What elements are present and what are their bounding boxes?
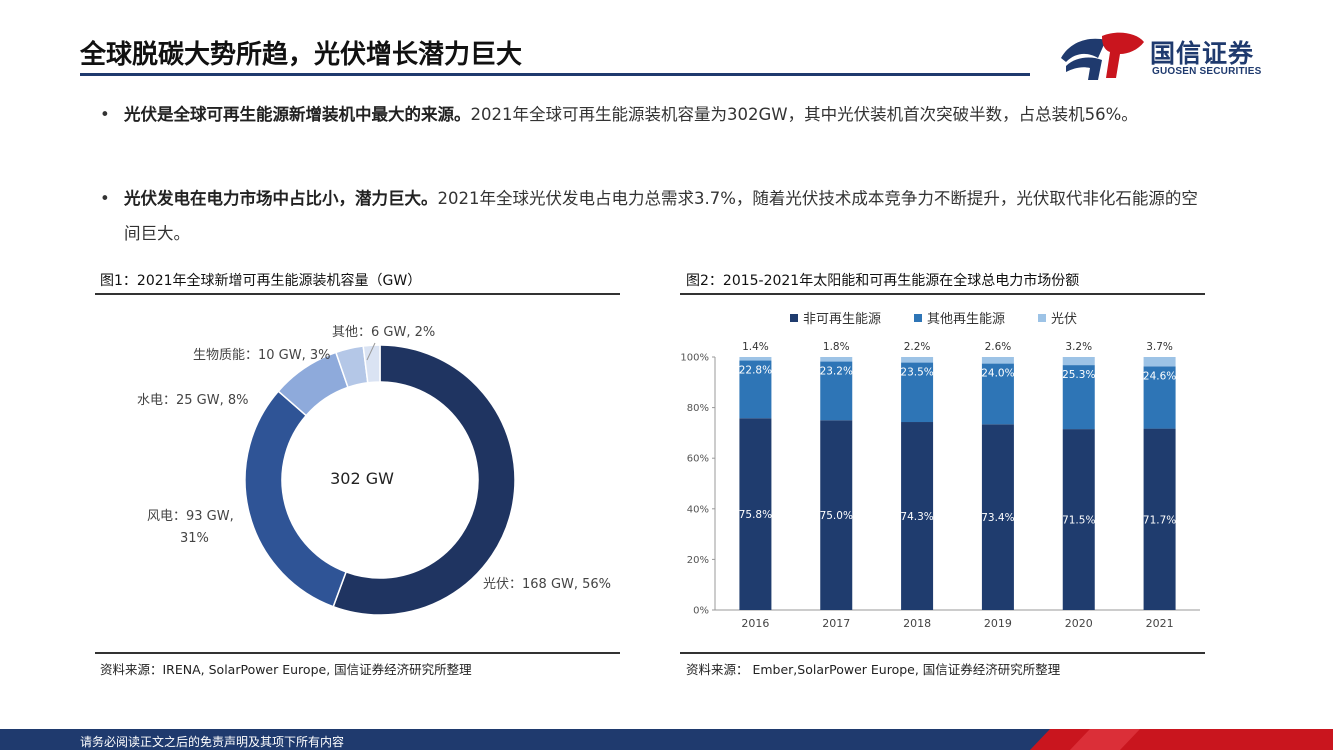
- donut-slice-0: [332, 344, 516, 616]
- bullet-1-headline: 光伏是全球可再生能源新增装机中最大的来源。: [124, 105, 471, 124]
- bullet-1-body: 2021年全球可再生能源装机容量为302GW，其中光伏装机首次突破半数，占总装机…: [470, 105, 1138, 124]
- figure1-title: 图1：2021年全球新增可再生能源装机容量（GW）: [100, 273, 422, 289]
- figure1-source: 资料来源：IRENA, SolarPower Europe, 国信证券经济研究所…: [100, 662, 472, 677]
- donut-slice-1: [244, 390, 348, 608]
- bar-2017-0: [820, 420, 853, 610]
- figure2-bottom-rule: [680, 652, 1205, 654]
- x-tick-label-2016: 2016: [741, 617, 769, 630]
- footer-bar: [0, 729, 1333, 750]
- donut-label-1: 风电：93 GW,: [147, 509, 234, 524]
- page-title: 全球脱碳大势所趋，光伏增长潜力巨大: [80, 40, 523, 70]
- bar-2018-1: [901, 362, 934, 423]
- x-tick-label-2018: 2018: [903, 617, 931, 630]
- bar-2021-0: [1143, 428, 1176, 610]
- bar-value-label-2018-2: 2.2%: [904, 341, 931, 353]
- bar-value-label-2016-1: 22.8%: [739, 365, 772, 377]
- x-tick-label-2017: 2017: [822, 617, 850, 630]
- bar-value-label-2019-1: 24.0%: [981, 368, 1014, 380]
- legend-swatch-2: [1038, 314, 1046, 322]
- bar-value-label-2021-1: 24.6%: [1143, 370, 1176, 382]
- bar-2016-0: [739, 418, 772, 610]
- bar-value-label-2019-0: 73.4%: [981, 512, 1014, 524]
- y-tick-label: 80%: [687, 403, 709, 414]
- donut-label-0: 光伏：168 GW, 56%: [483, 577, 611, 592]
- donut-leader-line: [366, 342, 376, 361]
- donut-label-4: 其他：6 GW, 2%: [332, 325, 435, 340]
- x-tick-label-2020: 2020: [1065, 617, 1093, 630]
- bar-value-label-2017-0: 75.0%: [820, 510, 853, 522]
- bar-2019-1: [981, 363, 1014, 425]
- bar-value-label-2018-0: 74.3%: [900, 511, 933, 523]
- bar-2017-1: [820, 361, 853, 421]
- bar-2020-2: [1062, 357, 1095, 366]
- y-tick-label: 100%: [680, 353, 709, 364]
- bar-2019-2: [981, 357, 1014, 364]
- bar-value-label-2021-0: 71.7%: [1143, 514, 1176, 526]
- legend-label-1: 其他再生能源: [927, 312, 1005, 327]
- x-tick-label-2021: 2021: [1146, 617, 1174, 630]
- legend-swatch-1: [914, 314, 922, 322]
- footer-disclaimer: 请务必阅读正文之后的免责声明及其项下所有内容: [80, 735, 345, 749]
- figure1-top-rule: [95, 293, 620, 295]
- y-tick-label: 40%: [687, 504, 709, 515]
- footer-red-stripe: [1030, 729, 1333, 750]
- bar-value-label-2017-2: 1.8%: [823, 341, 850, 353]
- donut-label-2: 水电：25 GW, 8%: [137, 393, 249, 408]
- bar-value-label-2019-2: 2.6%: [985, 341, 1012, 353]
- donut-label-3: 生物质能：10 GW, 3%: [193, 348, 331, 363]
- bar-2020-1: [1062, 365, 1095, 430]
- logo-chinese-name: 国信证券: [1150, 39, 1255, 68]
- bar-value-label-2016-0: 75.8%: [739, 509, 772, 521]
- bar-2016-2: [739, 357, 772, 361]
- donut-label-1-b: 31%: [180, 531, 209, 546]
- bar-2017-2: [820, 357, 853, 362]
- bullet-1: • 光伏是全球可再生能源新增装机中最大的来源。2021年全球可再生能源装机容量为…: [100, 97, 1210, 132]
- logo-english-name: GUOSEN SECURITIES: [1152, 66, 1262, 77]
- bullet-marker: •: [100, 189, 110, 208]
- stacked-bar-chart: 0% 20% 40% 60% 80% 100% 非可再生能源 其他再生能源 光伏 75.8% 22.…: [680, 312, 1200, 630]
- figure2-source: 资料来源： Ember,SolarPower Europe, 国信证券经济研究所…: [686, 662, 1061, 677]
- y-tick-label: 0%: [693, 606, 709, 617]
- bar-2021-1: [1143, 366, 1176, 429]
- legend-swatch-0: [790, 314, 798, 322]
- bullet-2: • 光伏发电在电力市场中占比小，潜力巨大。2021年全球光伏发电占电力总需求3.…: [100, 181, 1210, 251]
- bullet-marker: •: [100, 105, 110, 124]
- bar-2016-1: [739, 360, 772, 419]
- y-tick-label: 20%: [687, 555, 709, 566]
- bullet-2-headline: 光伏发电在电力市场中占比小，潜力巨大。: [124, 189, 438, 208]
- bar-value-label-2016-2: 1.4%: [742, 341, 769, 353]
- bar-value-label-2021-2: 3.7%: [1146, 341, 1173, 353]
- donut-slice-4: [362, 344, 381, 384]
- bar-2020-0: [1062, 429, 1095, 610]
- bar-value-label-2020-1: 25.3%: [1062, 369, 1095, 381]
- bar-2021-2: [1143, 357, 1176, 367]
- donut-center-label: 302 GW: [330, 469, 394, 488]
- donut-chart: 光伏：168 GW, 56% 风电：93 GW, 31% 水电：25 GW, 8% 生物…: [137, 325, 611, 616]
- bar-2019-0: [981, 424, 1014, 610]
- legend-label-2: 光伏: [1051, 312, 1077, 327]
- title-underline: [80, 73, 1030, 76]
- figure2-top-rule: [680, 293, 1205, 295]
- figure1-bottom-rule: [95, 652, 620, 654]
- guosen-logo-icon: [1061, 32, 1144, 80]
- y-tick-label: 60%: [687, 454, 709, 465]
- bar-value-label-2018-1: 23.5%: [900, 367, 933, 379]
- legend-label-0: 非可再生能源: [803, 312, 881, 327]
- bar-value-label-2017-1: 23.2%: [820, 366, 853, 378]
- figure2-title: 图2：2015-2021年太阳能和可再生能源在全球总电力市场份额: [686, 273, 1080, 289]
- x-tick-label-2019: 2019: [984, 617, 1012, 630]
- bullet-2-body: 2021年全球光伏发电占电力总需求3.7%，随着光伏技术成本竞争力不断提升，光伏…: [124, 189, 1198, 243]
- bar-value-label-2020-0: 71.5%: [1062, 515, 1095, 527]
- bar-2018-2: [901, 357, 934, 363]
- bar-2018-0: [901, 422, 934, 610]
- bar-value-label-2020-2: 3.2%: [1065, 341, 1092, 353]
